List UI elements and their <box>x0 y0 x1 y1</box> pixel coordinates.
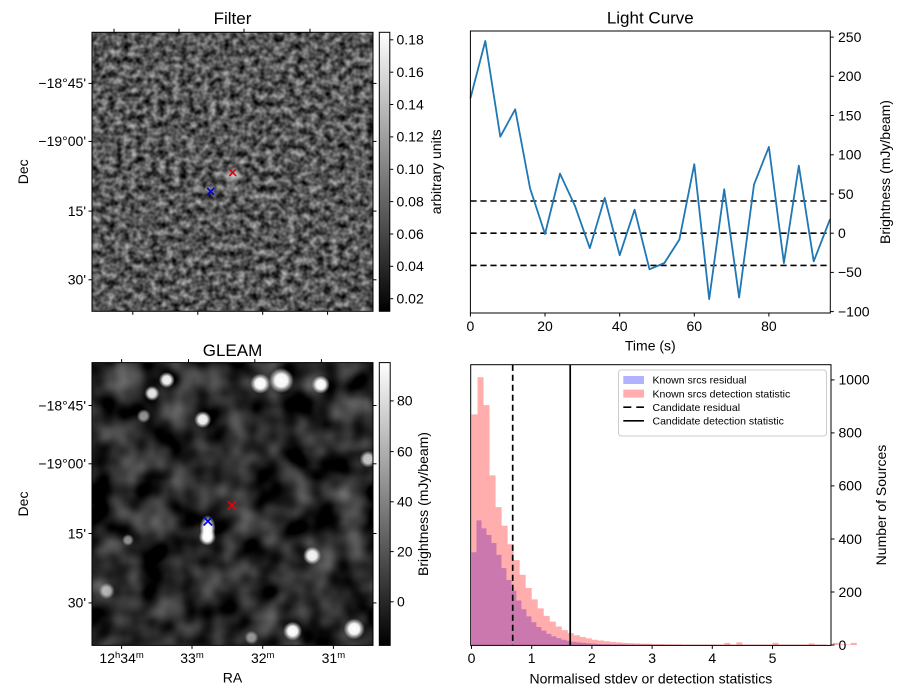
svg-text:0.06: 0.06 <box>397 226 424 242</box>
svg-text:−19°00': −19°00' <box>38 456 86 472</box>
svg-text:Number of Sources: Number of Sources <box>873 445 889 566</box>
svg-text:0.16: 0.16 <box>397 64 424 80</box>
svg-text:1: 1 <box>528 650 536 666</box>
svg-text:1000: 1000 <box>839 372 870 388</box>
svg-text:Known srcs detection statistic: Known srcs detection statistic <box>653 388 791 400</box>
svg-text:0: 0 <box>839 637 847 653</box>
svg-text:60: 60 <box>687 318 703 334</box>
svg-text:3: 3 <box>648 650 656 666</box>
svg-text:0: 0 <box>838 225 846 241</box>
svg-text:50: 50 <box>838 186 854 202</box>
svg-text:Candidate residual: Candidate residual <box>653 402 741 414</box>
svg-text:Time (s): Time (s) <box>625 338 676 354</box>
svg-text:800: 800 <box>839 425 863 441</box>
svg-text:0.04: 0.04 <box>397 258 424 274</box>
svg-text:−18°45': −18°45' <box>38 75 86 91</box>
svg-text:4: 4 <box>708 650 716 666</box>
svg-text:Filter: Filter <box>214 9 252 28</box>
svg-text:Brightness (mJy/beam): Brightness (mJy/beam) <box>415 432 431 576</box>
svg-text:15': 15' <box>68 525 86 541</box>
svg-text:0.18: 0.18 <box>397 32 424 48</box>
svg-text:0.14: 0.14 <box>397 96 424 112</box>
svg-text:0.10: 0.10 <box>397 161 424 177</box>
svg-text:Dec: Dec <box>15 159 31 184</box>
svg-text:150: 150 <box>838 107 862 123</box>
svg-text:0: 0 <box>467 318 475 334</box>
svg-text:250: 250 <box>838 29 862 45</box>
svg-text:30': 30' <box>68 595 86 611</box>
svg-text:Normalised stdev or detection: Normalised stdev or detection statistics <box>530 671 773 687</box>
svg-text:20: 20 <box>397 543 413 559</box>
svg-text:Candidate detection statistic: Candidate detection statistic <box>653 416 784 428</box>
svg-text:2: 2 <box>588 650 596 666</box>
svg-text:80: 80 <box>397 393 413 409</box>
svg-text:600: 600 <box>839 478 863 494</box>
svg-text:−100: −100 <box>838 303 870 319</box>
svg-text:0.02: 0.02 <box>397 291 424 307</box>
svg-text:−50: −50 <box>838 264 862 280</box>
svg-text:40: 40 <box>397 494 413 510</box>
svg-text:15': 15' <box>68 203 86 219</box>
svg-text:Light Curve: Light Curve <box>607 9 694 28</box>
svg-text:200: 200 <box>838 68 862 84</box>
svg-text:0: 0 <box>397 594 405 610</box>
svg-text:200: 200 <box>839 584 863 600</box>
svg-text:Brightness (mJy/beam): Brightness (mJy/beam) <box>877 100 893 244</box>
svg-text:40: 40 <box>612 318 628 334</box>
svg-text:Dec: Dec <box>15 492 31 517</box>
svg-text:12h34m: 12h34m <box>99 650 143 666</box>
svg-text:0.12: 0.12 <box>397 129 424 145</box>
svg-text:30': 30' <box>68 272 86 288</box>
svg-text:−19°00': −19°00' <box>38 133 86 149</box>
svg-text:5: 5 <box>769 650 777 666</box>
svg-text:100: 100 <box>838 147 862 163</box>
svg-text:400: 400 <box>839 531 863 547</box>
svg-text:60: 60 <box>397 443 413 459</box>
svg-text:GLEAM: GLEAM <box>203 341 263 360</box>
svg-text:0.08: 0.08 <box>397 193 424 209</box>
svg-text:arbitrary units: arbitrary units <box>428 129 444 214</box>
svg-text:Known srcs residual: Known srcs residual <box>653 375 747 387</box>
svg-text:20: 20 <box>537 318 553 334</box>
svg-text:80: 80 <box>761 318 777 334</box>
svg-text:−18°45': −18°45' <box>38 397 86 413</box>
svg-text:0: 0 <box>468 650 476 666</box>
svg-text:RA: RA <box>223 670 243 686</box>
